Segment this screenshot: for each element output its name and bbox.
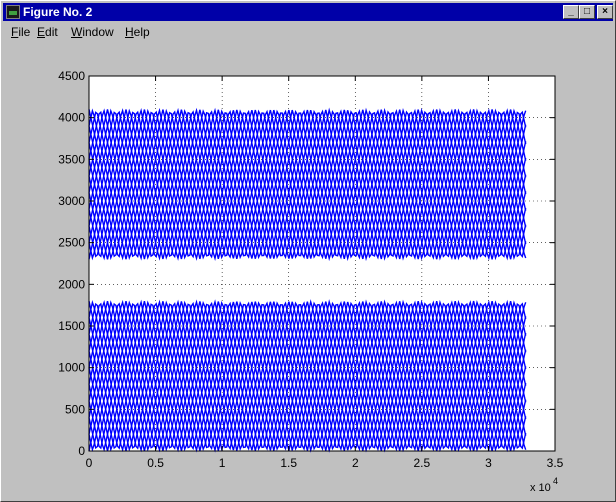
series-line-lower [88, 299, 527, 453]
y-tick-label: 2500 [58, 236, 85, 250]
x-tick-label: 1.5 [280, 456, 297, 470]
series-line-lower [88, 300, 527, 453]
menu-edit[interactable]: Edit [37, 25, 58, 39]
series-line-lower [88, 299, 527, 453]
y-tick-label: 0 [78, 444, 85, 458]
series-line-lower [88, 299, 527, 451]
close-button[interactable]: × [597, 5, 613, 19]
y-tick-label: 1500 [58, 319, 85, 333]
series-line-upper [88, 108, 527, 262]
x-exponent-label: x 10 [530, 482, 551, 494]
series-line-lower [88, 299, 527, 452]
x-tick-label: 3 [485, 456, 492, 470]
x-tick-label: 2.5 [414, 456, 431, 470]
series-line-lower [88, 300, 527, 453]
minimize-button[interactable]: _ [563, 5, 579, 19]
y-tick-label: 4500 [58, 69, 85, 83]
series-line-lower [88, 301, 527, 453]
series-line-upper [88, 109, 527, 262]
x-tick-label: 0.5 [147, 456, 164, 470]
maximize-button[interactable]: □ [579, 5, 595, 19]
y-tick-label: 4000 [58, 111, 85, 125]
series-line-upper [88, 108, 527, 261]
series-line-lower [88, 299, 527, 453]
y-tick-label: 2000 [58, 277, 85, 291]
series-line-upper [88, 107, 527, 260]
series-line-lower [88, 299, 527, 452]
title-bar[interactable]: Figure No. 2 _ □ × [3, 3, 613, 21]
axes-frame [88, 75, 556, 452]
series-line-upper [88, 107, 527, 261]
series-line-upper [88, 108, 527, 261]
x-tick-label: 2 [352, 456, 359, 470]
matlab-app-icon[interactable] [6, 5, 20, 19]
menu-window[interactable]: Window [71, 25, 114, 39]
axes-area [89, 76, 555, 451]
y-tick-label: 3000 [58, 194, 85, 208]
menu-bar: File Edit Window Help [3, 22, 613, 42]
series-line-lower [88, 299, 527, 453]
x-tick-label: 0 [86, 456, 93, 470]
series-line-upper [88, 108, 527, 261]
series-line-upper [88, 107, 527, 261]
series-line-upper [88, 108, 527, 261]
menu-file[interactable]: File [11, 25, 31, 39]
y-tick-label: 3500 [58, 152, 85, 166]
x-tick-label: 1 [219, 456, 226, 470]
menu-help[interactable]: Help [125, 25, 150, 39]
y-tick-label: 500 [65, 402, 85, 416]
x-tick-label: 3.5 [547, 456, 564, 470]
y-tick-label: 1000 [58, 361, 85, 375]
x-exponent-power: 4 [553, 476, 558, 486]
series-line-upper [88, 107, 527, 261]
window-title: Figure No. 2 [23, 5, 93, 19]
